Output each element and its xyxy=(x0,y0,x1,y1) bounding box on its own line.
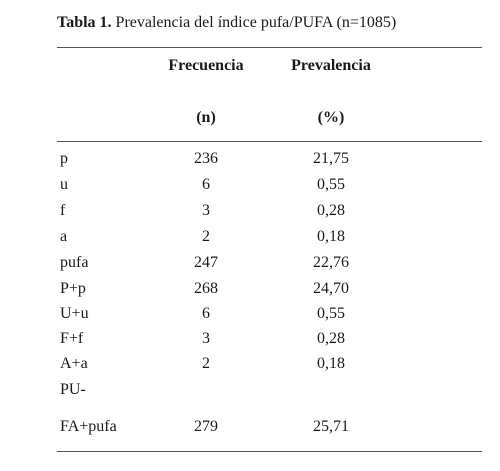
row-label: FA+pufa xyxy=(60,418,117,435)
row-prevalence: 21,75 xyxy=(313,150,349,167)
row-label: U+u xyxy=(60,305,89,322)
row-frequency: 3 xyxy=(202,202,210,219)
top-rule xyxy=(57,47,482,48)
row-frequency: 6 xyxy=(202,176,210,193)
row-prevalence: 24,70 xyxy=(313,280,349,297)
row-label: PU- xyxy=(60,381,86,398)
row-frequency: 247 xyxy=(194,254,218,271)
row-frequency: 2 xyxy=(202,355,210,372)
header-rule xyxy=(57,141,482,142)
row-frequency: 2 xyxy=(202,228,210,245)
header-n-unit: (n) xyxy=(196,109,216,126)
row-label: F+f xyxy=(60,330,84,347)
row-prevalence: 0,55 xyxy=(317,305,345,322)
row-label: P+p xyxy=(60,280,86,297)
row-label: u xyxy=(60,176,68,193)
row-label: a xyxy=(60,228,68,245)
table-caption: Tabla 1. Prevalencia del índice pufa/PUF… xyxy=(57,14,396,32)
row-label: p xyxy=(60,150,68,167)
header-frecuencia: Frecuencia xyxy=(168,57,244,74)
caption-text: Prevalencia del índice pufa/PUFA (n=1085… xyxy=(111,14,397,31)
row-prevalence: 0,55 xyxy=(317,176,345,193)
row-prevalence: 0,18 xyxy=(317,228,345,245)
header-pct-unit: (%) xyxy=(317,109,345,126)
row-prevalence: 0,28 xyxy=(317,202,345,219)
row-frequency: 6 xyxy=(202,305,210,322)
row-prevalence: 0,18 xyxy=(317,355,345,372)
row-frequency: 236 xyxy=(194,150,218,167)
row-prevalence: 0,28 xyxy=(317,330,345,347)
row-label: A+a xyxy=(60,355,88,372)
row-label: pufa xyxy=(60,254,89,271)
row-prevalence: 25,71 xyxy=(313,418,349,435)
row-label: f xyxy=(60,202,66,219)
row-frequency: 279 xyxy=(194,418,218,435)
bottom-rule xyxy=(57,451,482,452)
row-frequency: 268 xyxy=(194,280,218,297)
header-prevalencia: Prevalencia xyxy=(291,57,371,74)
row-frequency: 3 xyxy=(202,330,210,347)
caption-label: Tabla 1. xyxy=(57,14,112,31)
row-prevalence: 22,76 xyxy=(313,254,349,271)
